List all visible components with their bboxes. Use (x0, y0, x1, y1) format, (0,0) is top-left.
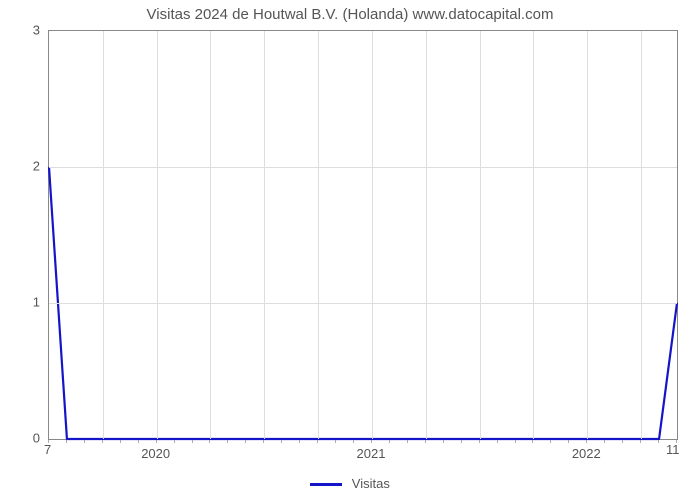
x-tick-minor (586, 440, 587, 443)
x-tick-minor (84, 440, 85, 443)
x-tick-minor (407, 440, 408, 443)
x-tick-minor (443, 440, 444, 443)
x-tick-label: 2020 (141, 446, 170, 461)
x-tick-minor (622, 440, 623, 443)
corner-label-right: 11 (666, 442, 680, 457)
gridline-v-minor (426, 31, 427, 439)
y-tick-label: 0 (20, 431, 40, 446)
x-tick-minor (227, 440, 228, 443)
chart-container: Visitas 2024 de Houtwal B.V. (Holanda) w… (0, 0, 700, 500)
gridline-v-minor (264, 31, 265, 439)
x-tick-minor (192, 440, 193, 443)
x-tick-minor (640, 440, 641, 443)
x-tick-minor (245, 440, 246, 443)
x-tick-minor (461, 440, 462, 443)
x-tick-label: 2022 (572, 446, 601, 461)
legend: Visitas (0, 476, 700, 491)
y-tick-label: 2 (20, 159, 40, 174)
x-tick-minor (174, 440, 175, 443)
gridline-v (372, 31, 373, 439)
legend-swatch (310, 483, 342, 486)
x-tick-minor (353, 440, 354, 443)
x-tick-minor (102, 440, 103, 443)
gridline-v-minor (533, 31, 534, 439)
corner-label-left: 7 (44, 442, 51, 457)
x-tick-minor (317, 440, 318, 443)
y-tick-label: 3 (20, 23, 40, 38)
gridline-v-minor (480, 31, 481, 439)
chart-title: Visitas 2024 de Houtwal B.V. (Holanda) w… (0, 6, 700, 23)
x-tick-minor (479, 440, 480, 443)
gridline-v-minor (641, 31, 642, 439)
x-tick-label: 2021 (357, 446, 386, 461)
x-tick-minor (263, 440, 264, 443)
x-tick-minor (138, 440, 139, 443)
x-tick-minor (335, 440, 336, 443)
x-tick-minor (281, 440, 282, 443)
x-tick-minor (658, 440, 659, 443)
gridline-v-minor (318, 31, 319, 439)
x-tick-minor (156, 440, 157, 443)
x-tick-minor (497, 440, 498, 443)
x-tick-minor (299, 440, 300, 443)
gridline-v-minor (210, 31, 211, 439)
x-tick-minor (66, 440, 67, 443)
gridline-v-minor (103, 31, 104, 439)
x-tick-minor (371, 440, 372, 443)
x-tick-minor (120, 440, 121, 443)
y-tick-label: 1 (20, 295, 40, 310)
gridline-h (49, 303, 677, 304)
line-series (49, 31, 677, 439)
gridline-v (157, 31, 158, 439)
plot-area (48, 30, 678, 440)
gridline-h (49, 167, 677, 168)
x-tick-minor (568, 440, 569, 443)
x-tick-minor (604, 440, 605, 443)
x-tick-minor (389, 440, 390, 443)
x-tick-minor (425, 440, 426, 443)
x-tick-minor (515, 440, 516, 443)
x-tick-minor (550, 440, 551, 443)
legend-label: Visitas (352, 476, 390, 491)
gridline-v (587, 31, 588, 439)
x-tick-minor (209, 440, 210, 443)
x-tick-minor (532, 440, 533, 443)
